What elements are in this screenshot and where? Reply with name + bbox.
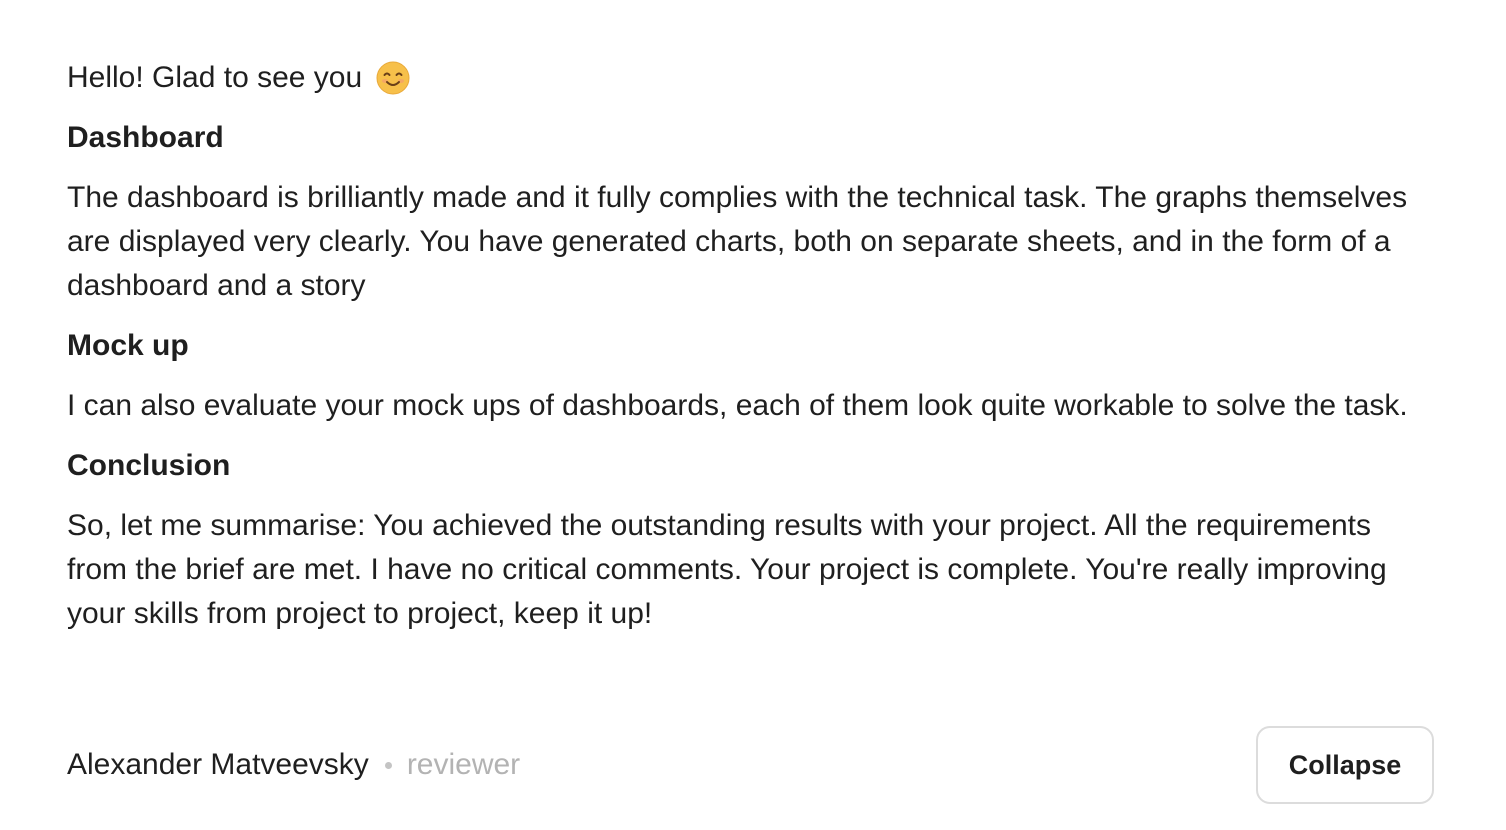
separator-dot-icon xyxy=(384,761,392,769)
section-body-mock-up: I can also evaluate your mock ups of das… xyxy=(67,389,1408,422)
author-name: Alexander Matveevsky xyxy=(67,748,369,781)
greeting-text: Hello! Glad to see you xyxy=(67,61,363,94)
section-body-dashboard: The dashboard is brilliantly made and it… xyxy=(67,181,1408,302)
smiling-face-emoji-icon xyxy=(376,61,410,95)
review-content: Hello! Glad to see you Dashboard The das… xyxy=(67,56,1437,652)
section-title-dashboard: Dashboard xyxy=(67,121,224,154)
author-info: Alexander Matveevsky reviewer xyxy=(67,746,520,784)
collapse-button[interactable]: Collapse xyxy=(1256,726,1434,804)
section-title-conclusion: Conclusion xyxy=(67,449,231,482)
greeting: Hello! Glad to see you xyxy=(67,56,1437,100)
author-role: reviewer xyxy=(406,748,521,781)
section-title-mock-up: Mock up xyxy=(67,329,189,362)
review-footer: Alexander Matveevsky reviewer Collapse xyxy=(67,726,1434,804)
section-body-conclusion: So, let me summarise: You achieved the o… xyxy=(67,509,1387,630)
